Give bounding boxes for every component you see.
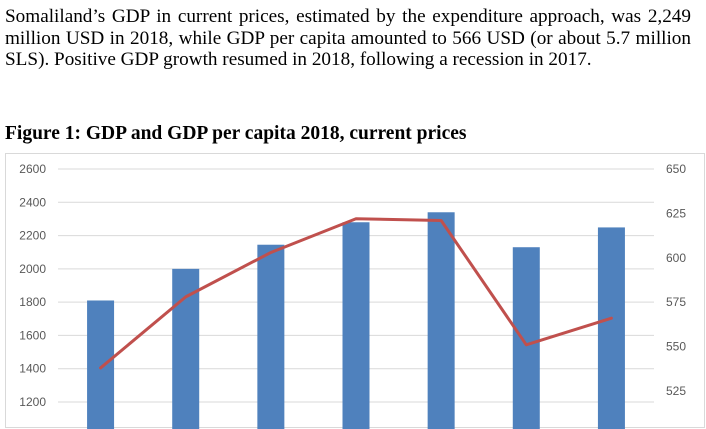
y-tick-label: 1400	[19, 362, 46, 376]
gdp-bar	[597, 227, 625, 429]
gdp-bar	[512, 247, 540, 429]
y2-tick-label: 600	[666, 251, 686, 265]
y2-tick-label: 625	[666, 206, 686, 220]
y2-tick-label: 550	[666, 340, 686, 354]
y2-tick-label: 575	[666, 295, 686, 309]
left-axis-ticks: 1200 1400 1600 1800 2000 2200 2400 2600	[19, 162, 46, 409]
y-tick-label: 2400	[19, 195, 46, 209]
intro-paragraph: Somaliland’s GDP in current prices, esti…	[5, 6, 691, 70]
y-tick-label: 2600	[19, 162, 46, 176]
gdp-bar	[427, 212, 455, 429]
gdp-bar	[342, 222, 370, 429]
gdp-per-capita-line	[99, 217, 613, 370]
y2-tick-label: 650	[666, 162, 686, 176]
y2-tick-label: 525	[666, 384, 686, 398]
chart-frame: 1200 1400 1600 1800 2000 2200 2400 2600 525 550 5…	[5, 153, 705, 429]
y-tick-label: 1800	[19, 295, 46, 309]
y-tick-label: 1600	[19, 328, 46, 342]
figure-title: Figure 1: GDP and GDP per capita 2018, c…	[5, 123, 467, 144]
gdp-bar	[257, 244, 285, 429]
gdp-bar	[87, 300, 115, 429]
right-axis-ticks: 525 550 575 600 625 650	[666, 162, 686, 398]
y-tick-label: 2000	[19, 262, 46, 276]
gdp-bars	[87, 212, 625, 429]
y-tick-label: 1200	[19, 395, 46, 409]
y-tick-label: 2200	[19, 229, 46, 243]
gdp-per-capita-series	[99, 217, 613, 370]
